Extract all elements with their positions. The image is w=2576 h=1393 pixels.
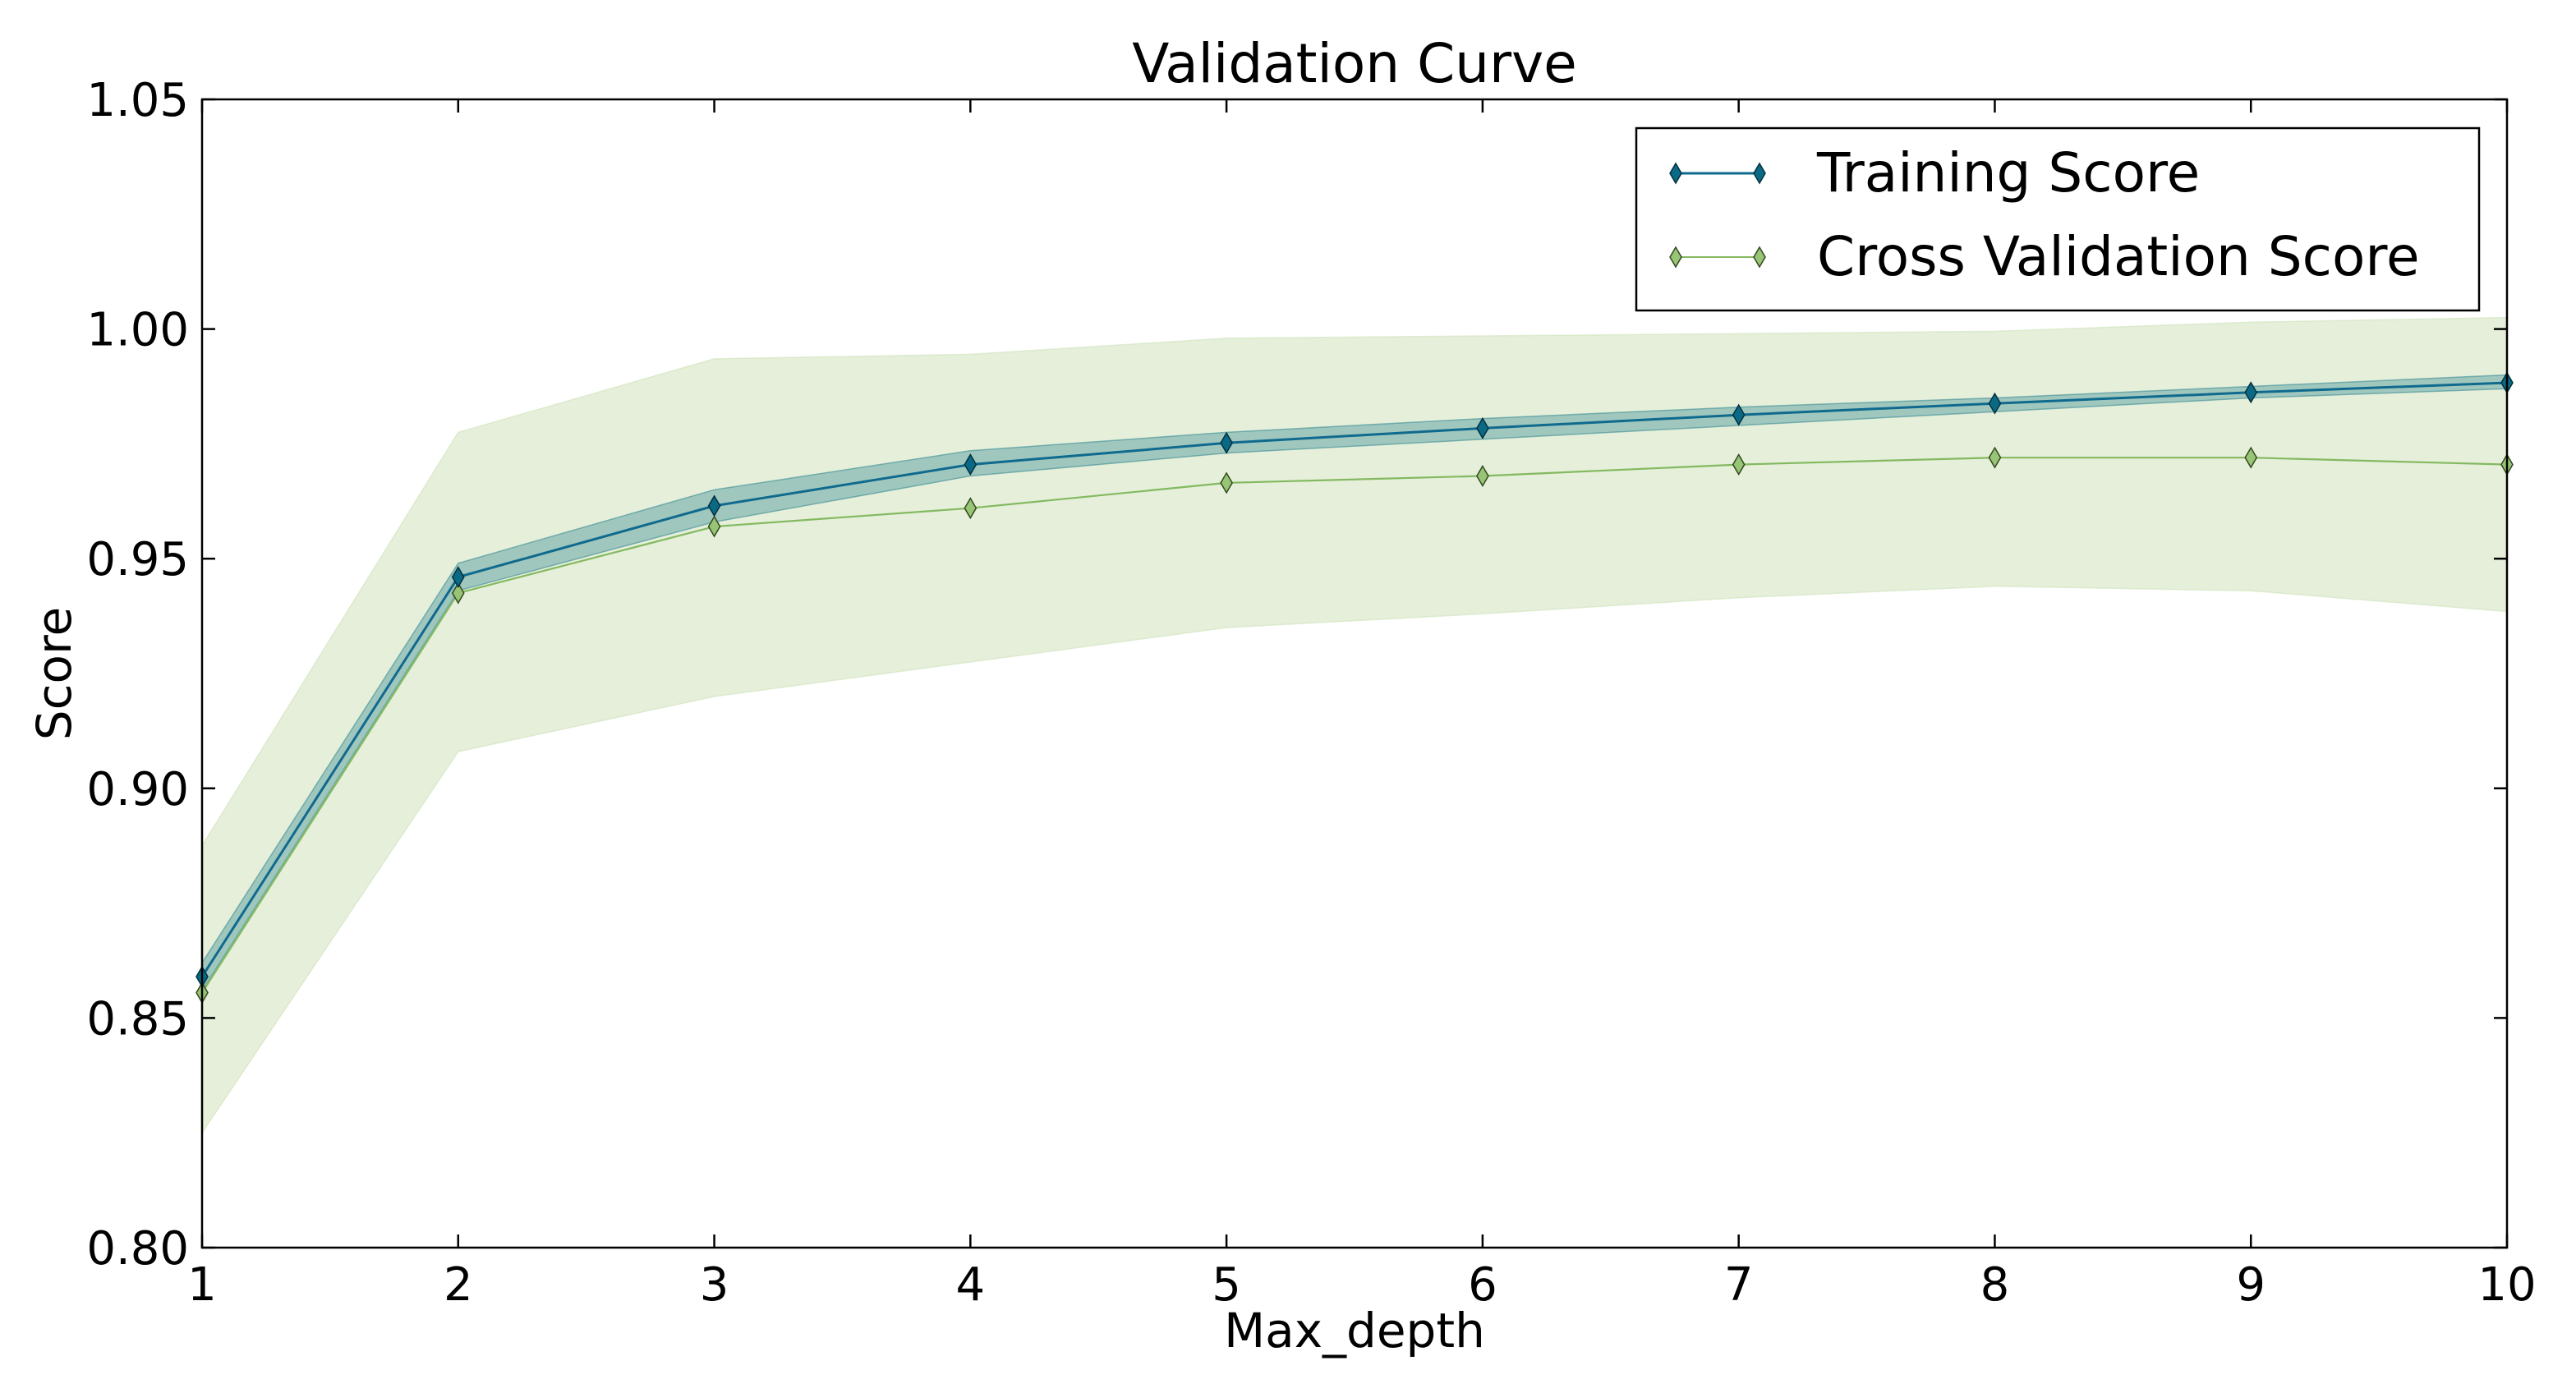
x-tick-label: 1 [187,1258,217,1312]
legend: Training Score Cross Validation Score [1635,126,2481,312]
x-tick-label: 10 [2477,1258,2536,1312]
point-cross-validation [964,497,978,520]
point-training [2244,381,2258,404]
line-cross-validation [201,457,2508,994]
point-training [707,494,721,517]
point-cross-validation [1732,453,1746,476]
y-tick-label: 0.90 [86,763,189,816]
point-training [451,566,465,589]
point-training [1476,416,1489,439]
legend-box [1635,126,2481,312]
x-tick-label: 2 [444,1258,473,1312]
x-axis-label: Max_depth [1224,1303,1485,1359]
point-training [1732,403,1746,426]
point-cross-validation [451,582,465,605]
point-cross-validation [1476,465,1489,488]
y-tick-label: 0.95 [86,533,189,586]
legend-marker-training [1753,162,1766,185]
legend-label-cv: Cross Validation Score [1817,225,2420,288]
point-cross-validation [707,515,721,538]
chart-title: Validation Curve [1132,32,1577,95]
legend-label-training: Training Score [1816,141,2200,205]
point-training [1220,431,1233,454]
point-training [1988,392,2002,415]
x-tick-label: 3 [700,1258,729,1312]
line-training [200,381,2508,977]
plot-frame [200,98,2509,1249]
legend-marker-cv [1669,246,1682,269]
y-tick-label: 0.80 [86,1222,189,1276]
x-tick-label: 9 [2236,1258,2266,1312]
x-tick-label: 6 [1468,1258,1497,1312]
x-tick-label: 4 [956,1258,986,1312]
y-tick-label: 1.00 [86,304,189,357]
series-lines [200,381,2508,994]
point-cross-validation [1988,446,2002,469]
x-axis-ticks: 1 2 3 4 5 6 7 8 9 10 [187,99,2537,1312]
y-axis-ticks: 0.80 0.85 0.90 0.95 1.00 1.05 [86,74,2507,1276]
series-markers [196,371,2514,1005]
x-tick-label: 5 [1212,1258,1241,1312]
legend-marker-training [1669,162,1682,185]
point-training [964,453,978,476]
legend-marker-cv [1753,246,1766,269]
y-tick-label: 1.05 [86,74,189,127]
point-cross-validation [2244,446,2258,469]
x-tick-label: 7 [1724,1258,1754,1312]
y-axis-label: Score [26,607,82,740]
point-cross-validation [1220,471,1233,494]
y-tick-label: 0.85 [86,992,189,1046]
x-tick-label: 8 [1980,1258,2010,1312]
